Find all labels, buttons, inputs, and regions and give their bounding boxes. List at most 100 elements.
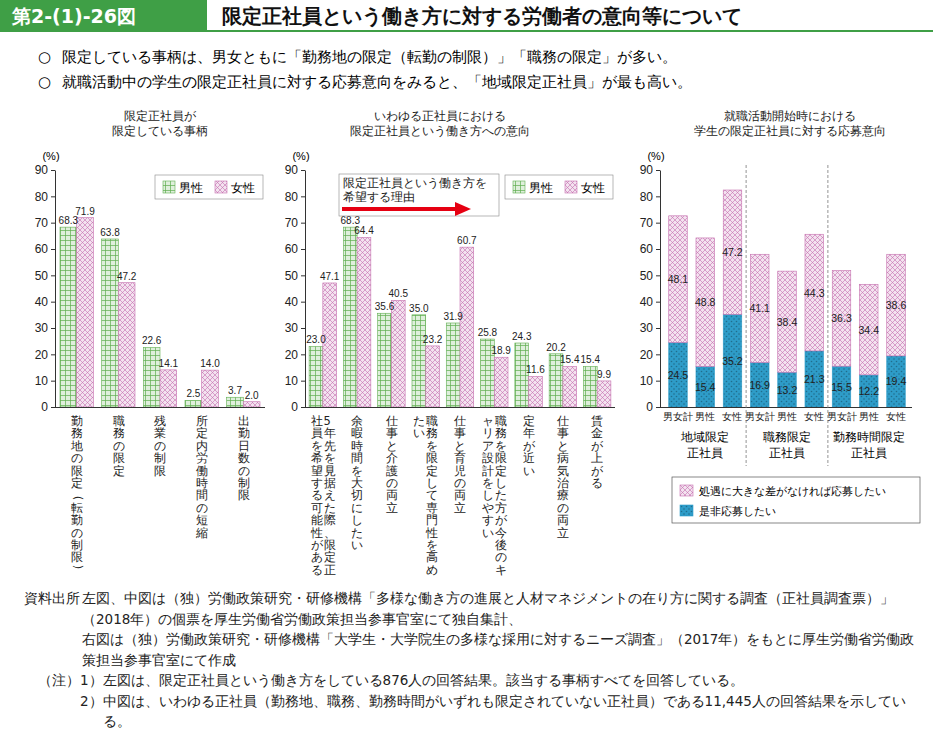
x-axis-line: [660, 407, 912, 408]
source-item: 右図は（独）労働政策研究・研修機構「大学生・大学院生の多様な採用に対するニーズ調…: [82, 629, 924, 670]
y-tick-label: 10: [35, 374, 49, 388]
x-axis: 勤務地の限定（転勤の制限）職務の限定残業の制限所定内労働時間の短縮出勤日数の制限: [55, 408, 265, 576]
y-tick-label: 90: [35, 163, 49, 177]
x-tick-label: 男性: [695, 411, 715, 422]
x-tick: 出勤日数の制限: [238, 414, 250, 502]
bar: [529, 376, 543, 407]
y-tick-mark: [301, 328, 305, 329]
legend: 処遇に大きな差がなければ応募したい是非応募したい: [672, 477, 920, 523]
x-tick-label: 出勤日数の制限: [238, 414, 250, 502]
y-tick: 10: [35, 374, 55, 388]
bar: [143, 347, 160, 407]
notes-area: 資料出所左図、中図は（独）労働政策研究・研修機構「多様な働き方の進展と人材マネジ…: [24, 588, 924, 732]
bar: [460, 247, 474, 407]
y-tick-label: 70: [640, 216, 654, 230]
data-label: 60.7: [457, 235, 477, 246]
x-tick: 仕事と病気治療の両立: [556, 414, 569, 540]
legend: 男性女性: [155, 175, 263, 199]
y-tick-mark: [51, 275, 55, 276]
group-separator: [827, 165, 828, 466]
y-tick-mark: [656, 196, 660, 197]
x-tick: 仕事と介護の両立: [385, 414, 398, 515]
x-axis: 5年先を見据えた際、限定正社員を希望する可能性がある余暇時間を大切にしたい仕事と…: [305, 408, 615, 577]
y-tick: 0: [291, 400, 305, 414]
data-label: 64.4: [354, 225, 374, 236]
data-label: 9.9: [597, 369, 611, 380]
y-tick: 30: [35, 321, 55, 335]
figure-title: 限定正社員という働き方に対する労働者の意向等について: [222, 4, 742, 28]
y-axis-line: [55, 171, 56, 408]
data-label: 14.0: [200, 358, 220, 369]
y-tick: 20: [285, 348, 305, 362]
y-tick-label: 40: [35, 295, 49, 309]
bar: [102, 239, 119, 407]
figure: 第2-(1)-26図限定正社員という働き方に対する労働者の意向等について○限定し…: [0, 0, 933, 739]
header-rule: [0, 30, 933, 32]
y-tick-mark: [51, 407, 55, 408]
legend: 男性女性: [505, 175, 613, 199]
y-tick: 80: [285, 190, 305, 204]
y-tick: 0: [41, 400, 55, 414]
bar: [597, 381, 611, 407]
x-tick-label: 余暇時間を大切にしたい: [351, 414, 363, 552]
chart-title-line: 就職活動開始時における: [724, 109, 856, 123]
y-tick-label: 60: [640, 242, 654, 256]
y-axis-title: (%): [647, 150, 664, 162]
y-tick-mark: [656, 223, 660, 224]
x-tick-label: 残業の制限: [154, 414, 166, 478]
annotation-arrow-head: [455, 202, 471, 216]
y-tick-mark: [51, 196, 55, 197]
y-tick-mark: [301, 249, 305, 250]
bar: [378, 313, 392, 407]
notes-content: 1）左図は、限定正社員という働き方をしている876人の回答結果。該当する事柄すべ…: [80, 670, 924, 732]
plot-area: [669, 190, 906, 407]
y-tick: 10: [640, 374, 660, 388]
y-tick: 30: [640, 321, 660, 335]
x-tick-label: 男性: [777, 411, 797, 422]
y-tick-mark: [656, 249, 660, 250]
chart: 就職活動開始時における学生の限定正社員に対する応募意向(%)0102030405…: [640, 109, 920, 523]
legend-swatch: [513, 181, 525, 193]
x-tick: 賃金が上がる: [591, 414, 604, 490]
bar: [309, 346, 323, 407]
x-tick: 男女計: [827, 411, 857, 422]
data-label: 14.1: [159, 358, 179, 369]
data-label: 63.8: [100, 227, 120, 238]
data-label: 15.4: [581, 354, 601, 365]
y-tick-label: 50: [285, 269, 299, 283]
data-label: 13.2: [777, 384, 798, 396]
y-tick-mark: [301, 302, 305, 303]
data-label: 38.4: [777, 316, 798, 328]
y-tick-mark: [51, 328, 55, 329]
y-tick-label: 20: [35, 348, 49, 362]
y-tick-label: 90: [640, 163, 654, 177]
x-tick-label: 男性: [859, 411, 879, 422]
bar: [160, 370, 177, 407]
chart-title-line: 限定している事柄: [112, 124, 208, 138]
y-tick-mark: [51, 302, 55, 303]
bullet-mark: ○: [38, 48, 51, 66]
x-tick: 仕事と育児の両立: [453, 414, 466, 515]
bar: [343, 227, 357, 407]
data-label: 2.5: [186, 388, 200, 399]
x-tick: 勤務地の限定（転勤の制限）: [70, 414, 86, 576]
data-label: 23.0: [306, 334, 326, 345]
y-tick: 0: [646, 400, 660, 414]
y-tick-label: 30: [35, 321, 49, 335]
x-tick-label: 仕事と介護の両立: [385, 414, 398, 515]
source-content: 左図、中図は（独）労働政策研究・研修機構「多様な働き方の進展と人材マネジメントの…: [82, 588, 924, 670]
data-label: 47.2: [117, 271, 137, 282]
x-tick: 余暇時間を大切にしたい: [351, 414, 363, 552]
x-tick-label: 定年が近い: [523, 414, 536, 478]
x-axis-line: [305, 407, 615, 408]
group-label-line: 職務限定: [763, 430, 811, 444]
data-label: 48.8: [695, 296, 716, 308]
chart-title: いわゆる正社員における限定正社員という働き方への意向: [350, 109, 530, 138]
group-label: 職務限定正社員: [763, 430, 811, 460]
y-tick-mark: [51, 223, 55, 224]
x-axis-line: [55, 407, 265, 408]
bullet-text: 就職活動中の学生の限定正社員に対する応募意向をみると、「地域限定正社員」が最も高…: [62, 73, 692, 91]
y-tick-mark: [656, 302, 660, 303]
y-tick-mark: [301, 223, 305, 224]
bar: [583, 366, 597, 407]
